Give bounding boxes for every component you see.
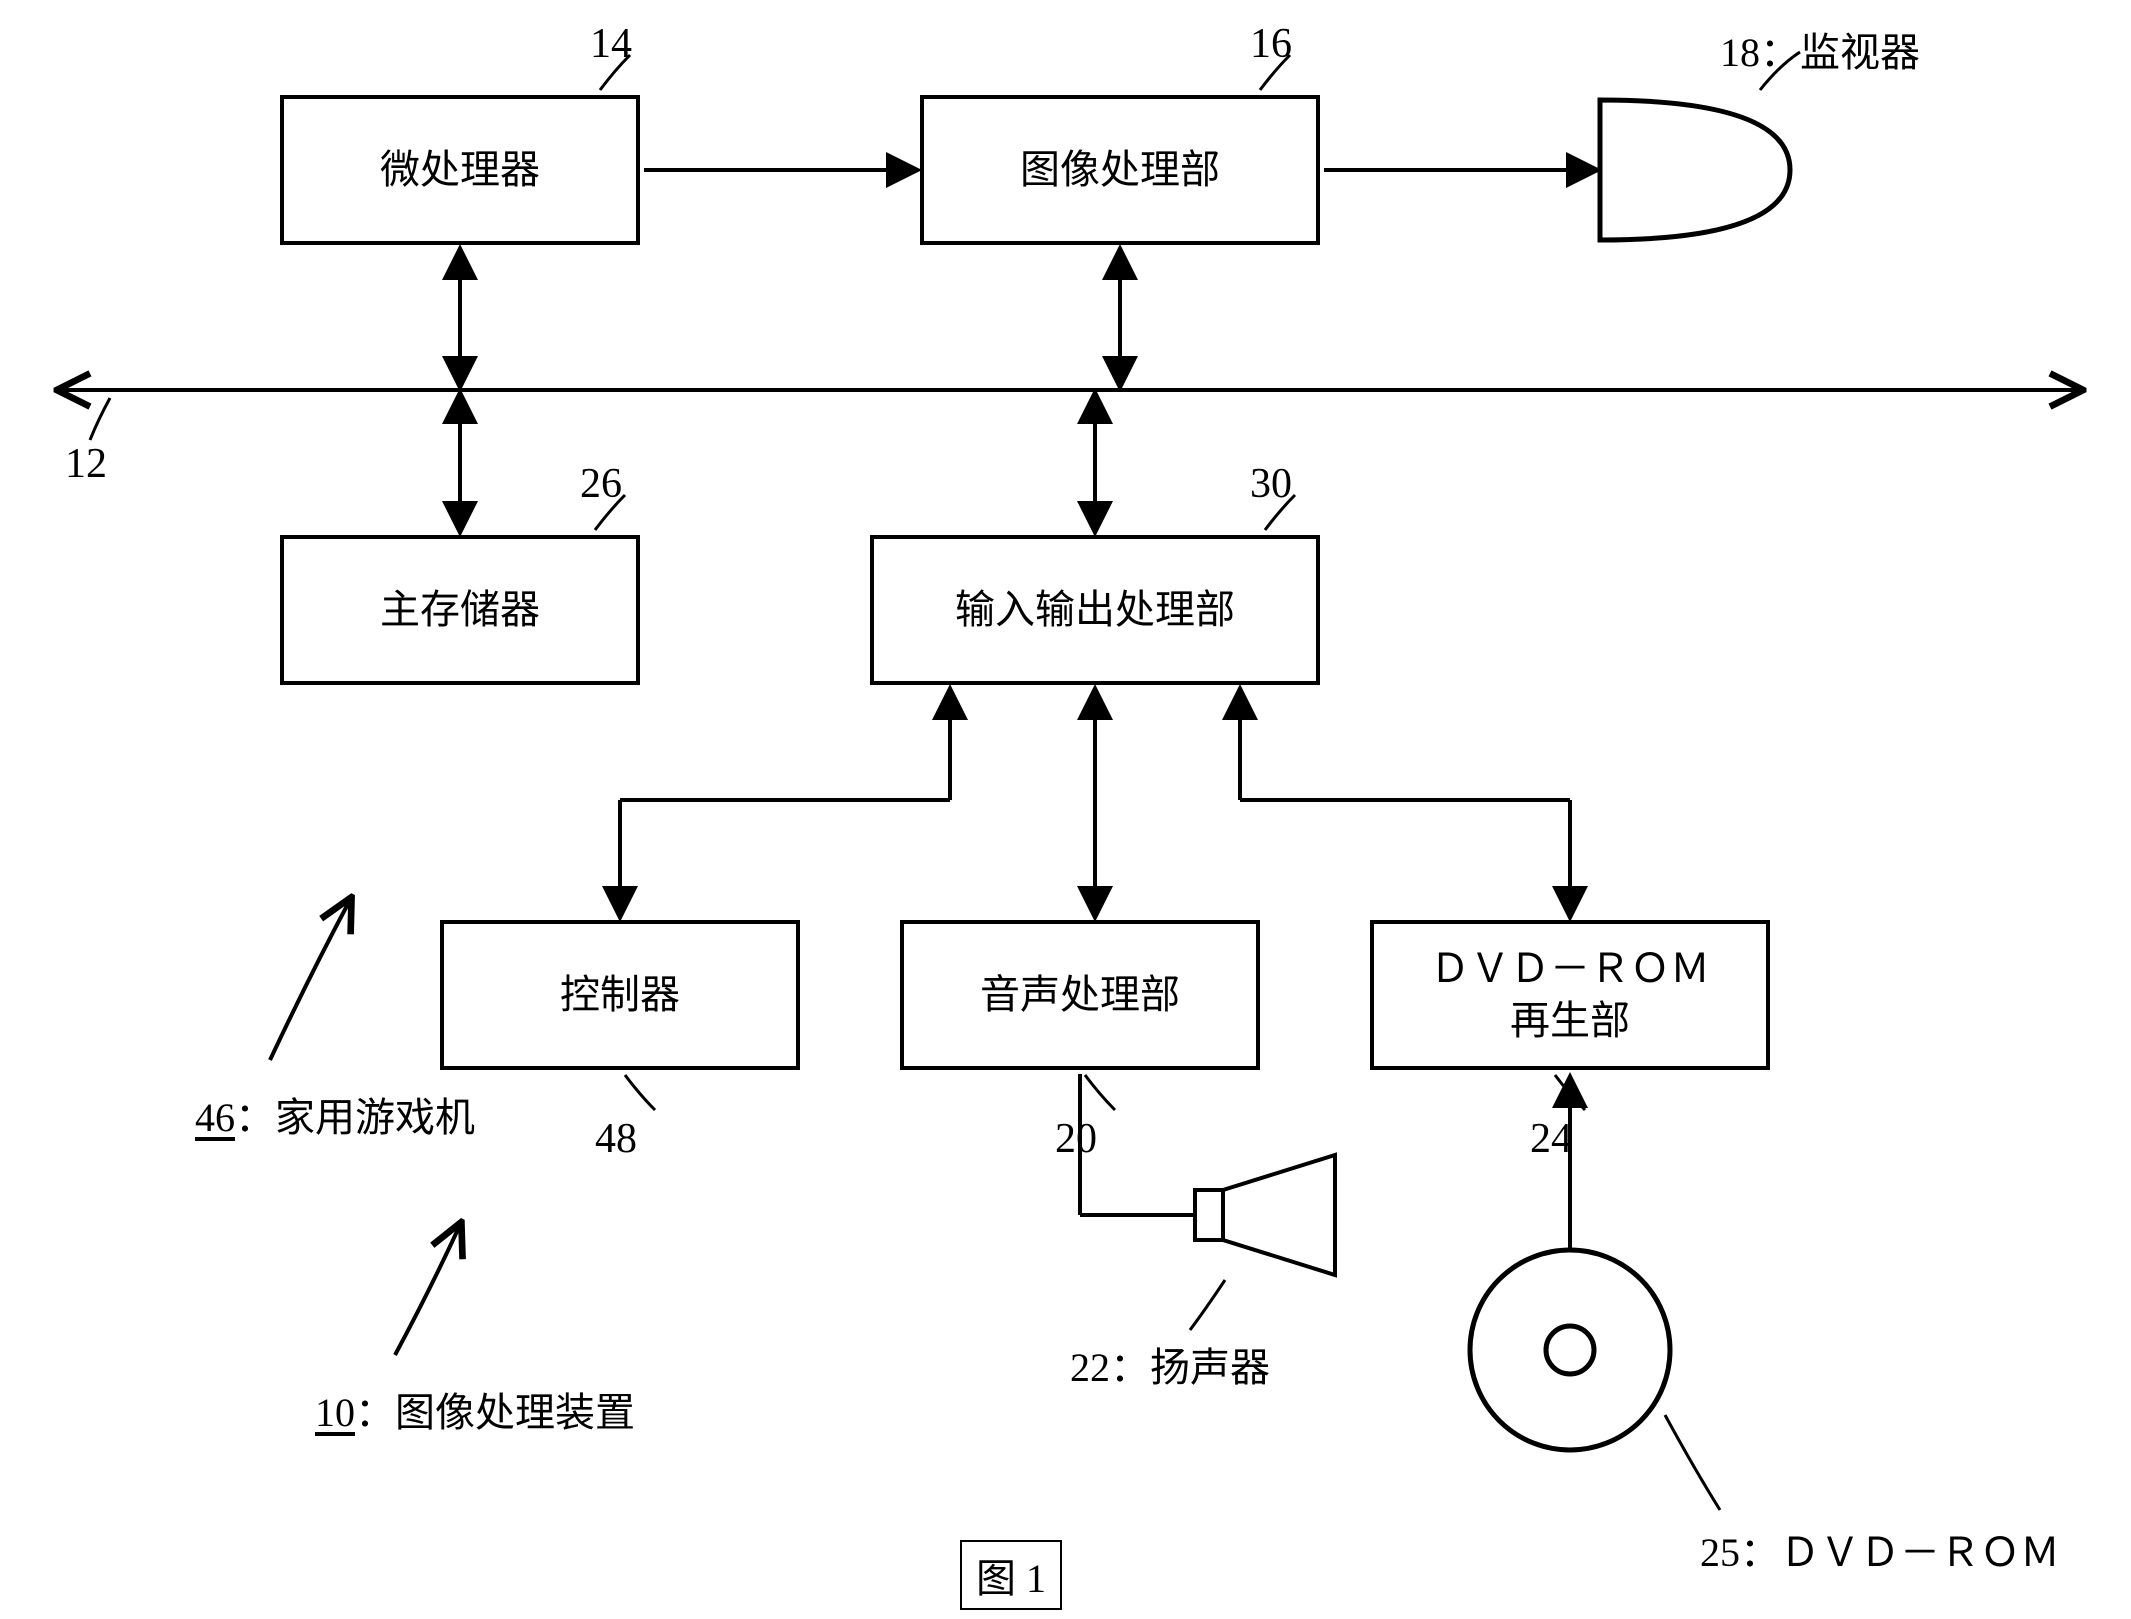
image-processor-box: 图像处理部	[920, 95, 1320, 245]
monitor-ref: 18	[1720, 30, 1760, 75]
controller-box: 控制器	[440, 920, 800, 1070]
speaker-label: 22：扬声器	[1070, 1335, 1270, 1393]
microprocessor-label: 微处理器	[380, 144, 540, 196]
io-processor-label: 输入输出处理部	[955, 584, 1235, 636]
monitor-text: 监视器	[1800, 30, 1920, 75]
audio-processor-label: 音声处理部	[980, 969, 1180, 1021]
leader-24	[1555, 1075, 1585, 1110]
arrow-io-ctrl	[620, 690, 950, 916]
disc-text: ＤＶＤ－ＲＯＭ	[1780, 1530, 2060, 1575]
console-text: 家用游戏机	[275, 1095, 475, 1140]
ref-24: 24	[1530, 1115, 1572, 1163]
controller-label: 控制器	[560, 969, 680, 1021]
audio-processor-box: 音声处理部	[900, 920, 1260, 1070]
leader-22	[1190, 1280, 1225, 1330]
ref-12: 12	[65, 440, 107, 488]
image-processor-label: 图像处理部	[1020, 144, 1220, 196]
monitor-label: 18：监视器	[1720, 20, 1920, 78]
disc-icon	[1470, 1250, 1670, 1450]
device-label: 10：图像处理装置	[315, 1380, 635, 1438]
microprocessor-box: 微处理器	[280, 95, 640, 245]
device-text: 图像处理装置	[395, 1390, 635, 1435]
leader-12	[90, 398, 110, 440]
disc-label: 25：ＤＶＤ－ＲＯＭ	[1700, 1520, 2060, 1578]
leader-25	[1665, 1415, 1720, 1510]
ref-16: 16	[1250, 20, 1292, 68]
speaker-text: 扬声器	[1150, 1345, 1270, 1390]
device-ref: 10	[315, 1390, 355, 1435]
console-ref: 46	[195, 1095, 235, 1140]
ref-48: 48	[595, 1115, 637, 1163]
ref-26: 26	[580, 460, 622, 508]
io-processor-box: 输入输出处理部	[870, 535, 1320, 685]
arrow-device	[395, 1225, 460, 1355]
arrow-console	[270, 900, 350, 1060]
console-label: 46：家用游戏机	[195, 1085, 475, 1143]
main-memory-label: 主存储器	[380, 584, 540, 636]
disc-ref: 25	[1700, 1530, 1740, 1575]
figure-caption: 图 1	[960, 1540, 1062, 1610]
dvd-playback-box: ＤＶＤ－ＲＯＭ 再生部	[1370, 920, 1770, 1070]
monitor-icon	[1600, 100, 1790, 240]
main-memory-box: 主存储器	[280, 535, 640, 685]
arrow-io-dvd	[1240, 690, 1570, 916]
speaker-ref: 22	[1070, 1345, 1110, 1390]
ref-20: 20	[1055, 1115, 1097, 1163]
leader-20	[1085, 1075, 1115, 1110]
leader-48	[625, 1075, 655, 1110]
ref-30: 30	[1250, 460, 1292, 508]
speaker-icon	[1195, 1155, 1335, 1275]
ref-14: 14	[590, 20, 632, 68]
dvd-playback-label: ＤＶＤ－ＲＯＭ 再生部	[1430, 943, 1710, 1047]
